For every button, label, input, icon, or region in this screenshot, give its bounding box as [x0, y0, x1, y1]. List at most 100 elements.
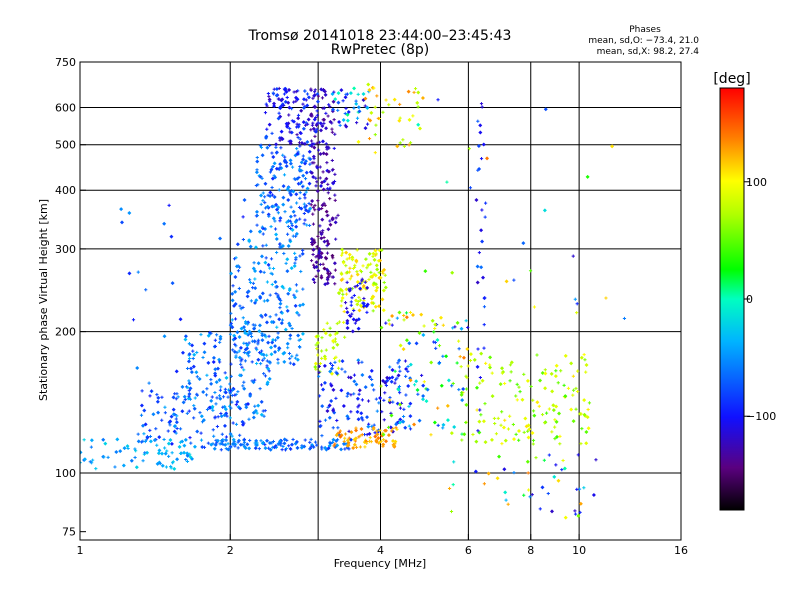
echo-point — [488, 363, 492, 367]
echo-point — [389, 413, 394, 418]
y-tick-label: 600 — [55, 102, 76, 115]
echo-point — [134, 465, 139, 470]
echo-point — [324, 152, 329, 157]
echo-point — [279, 136, 284, 141]
echo-point — [361, 301, 366, 306]
echo-point — [324, 176, 329, 181]
echo-point — [344, 250, 349, 255]
echo-point — [313, 88, 317, 92]
echo-point — [365, 302, 370, 307]
echo-point — [328, 196, 332, 201]
echo-point — [298, 303, 303, 308]
echo-point — [301, 248, 305, 252]
echo-point — [370, 382, 375, 387]
echo-point — [331, 345, 336, 350]
echo-point — [300, 251, 305, 256]
echo-point — [465, 346, 470, 351]
echo-point — [371, 254, 375, 259]
echo-point — [267, 376, 272, 381]
echo-point — [265, 104, 269, 108]
echo-point — [464, 387, 469, 391]
echo-point — [309, 258, 314, 263]
echo-point — [312, 93, 317, 98]
echo-point — [268, 315, 272, 319]
echo-point — [309, 128, 313, 132]
echo-point — [156, 451, 161, 456]
echo-point — [321, 262, 325, 266]
echo-point — [199, 431, 203, 435]
echo-point — [145, 435, 149, 439]
echo-point — [354, 101, 359, 106]
echo-point — [238, 304, 242, 308]
echo-point — [439, 383, 444, 388]
echo-point — [214, 402, 218, 406]
echo-point — [472, 357, 477, 362]
echo-point — [279, 310, 284, 315]
echo-point — [280, 448, 284, 452]
echo-point — [268, 190, 273, 195]
echo-point — [333, 360, 337, 364]
echo-point — [348, 91, 353, 96]
echo-point — [259, 145, 264, 150]
echo-point — [305, 223, 309, 227]
y-tick-label: 75 — [62, 526, 76, 539]
echo-point — [226, 388, 231, 392]
echo-point — [332, 261, 337, 266]
echo-point — [257, 447, 261, 451]
echo-point — [288, 356, 292, 361]
echo-point — [344, 124, 349, 129]
echo-point — [421, 383, 426, 388]
echo-point — [397, 310, 402, 315]
echo-point — [356, 299, 360, 304]
echo-point — [337, 119, 342, 124]
echo-point — [333, 97, 338, 102]
echo-point — [253, 446, 258, 451]
echo-point — [229, 311, 233, 316]
echo-point — [187, 391, 192, 396]
echo-point — [255, 361, 259, 366]
echo-point — [201, 355, 205, 360]
echo-point — [187, 352, 192, 357]
echo-point — [302, 202, 306, 206]
echo-point — [254, 209, 259, 214]
echo-point — [155, 393, 159, 397]
echo-point — [315, 334, 320, 339]
echo-point — [523, 416, 528, 421]
echo-point — [298, 181, 303, 186]
echo-point — [404, 315, 409, 320]
echo-point — [226, 447, 231, 452]
echo-point — [205, 373, 209, 377]
echo-point — [345, 310, 350, 315]
echo-point — [367, 87, 372, 92]
echo-point — [395, 376, 399, 380]
echo-point — [288, 219, 293, 223]
echo-point — [342, 439, 346, 443]
echo-point — [301, 302, 306, 307]
echo-point — [255, 411, 259, 415]
echo-point — [310, 242, 315, 247]
echo-point — [342, 261, 346, 265]
echo-point — [430, 318, 435, 323]
echo-point — [315, 122, 320, 127]
echo-point — [195, 392, 199, 396]
echo-point — [314, 264, 319, 269]
echo-point — [504, 498, 508, 502]
echo-point — [316, 234, 320, 238]
echo-point — [328, 222, 333, 227]
echo-point — [274, 93, 279, 98]
echo-point — [317, 249, 322, 254]
echo-point — [482, 296, 487, 301]
echo-point — [160, 418, 164, 422]
echo-point — [540, 485, 545, 490]
echo-point — [305, 139, 310, 144]
echo-point — [328, 271, 333, 275]
echo-point — [531, 438, 536, 443]
echo-point — [279, 441, 283, 445]
echo-point — [213, 415, 217, 419]
echo-point — [259, 399, 264, 404]
echo-point — [365, 266, 369, 270]
echo-point — [358, 445, 363, 449]
echo-point — [354, 426, 358, 430]
